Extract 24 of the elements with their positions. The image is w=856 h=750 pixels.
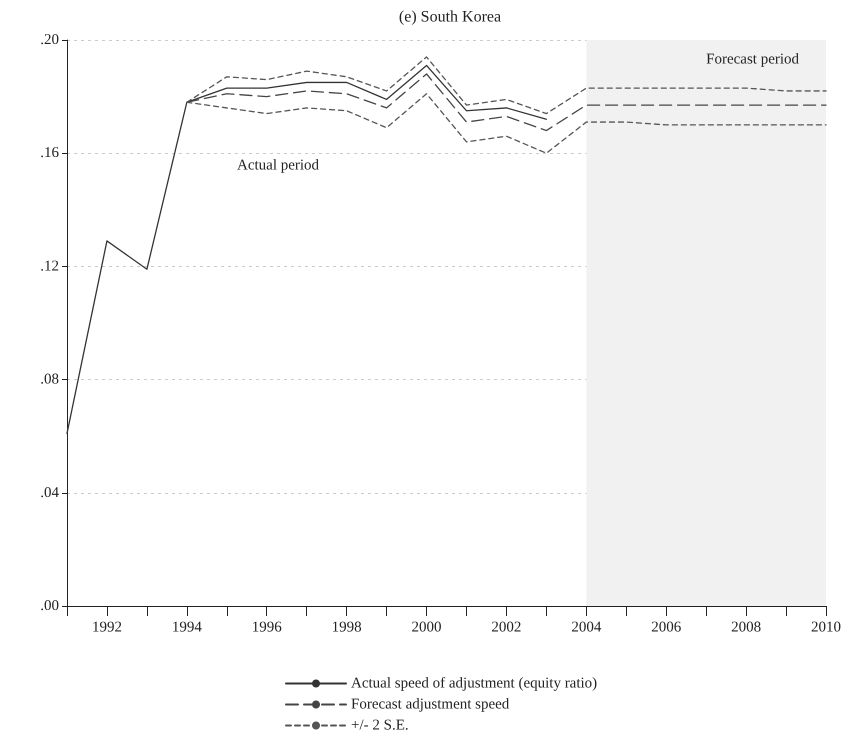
x-tick-label: 1998 xyxy=(332,620,362,636)
y-tick-label: .12 xyxy=(40,258,59,274)
y-tick-label: .08 xyxy=(40,372,59,388)
x-tick-label: 2004 xyxy=(571,620,602,636)
y-tick-label: .04 xyxy=(40,484,60,501)
y-tick-label: .20 xyxy=(40,32,59,48)
x-tick-label: 1994 xyxy=(172,620,202,636)
chart-title: (e) South Korea xyxy=(398,8,502,26)
legend-label: Actual speed of adjustment (equity ratio) xyxy=(351,676,598,692)
x-tick-label: 1992 xyxy=(92,620,122,636)
legend-label: Forecast adjustment speed xyxy=(351,696,510,712)
x-tick-label: 2000 xyxy=(412,620,442,636)
band-label: Forecast period xyxy=(706,52,800,68)
x-tick-label: 2010 xyxy=(811,620,841,636)
legend-label: +/- 2 S.E. xyxy=(351,718,409,734)
x-tick-label: 1996 xyxy=(252,620,282,636)
x-tick-label: 2002 xyxy=(491,620,522,636)
y-tick-label: .16 xyxy=(40,145,60,162)
annotation: Actual period xyxy=(237,158,320,174)
line-series xyxy=(66,64,548,434)
y-tick-label: .00 xyxy=(40,598,59,614)
x-tick-label: 2008 xyxy=(731,620,762,636)
line-series xyxy=(186,73,827,132)
x-tick-label: 2006 xyxy=(651,620,682,636)
